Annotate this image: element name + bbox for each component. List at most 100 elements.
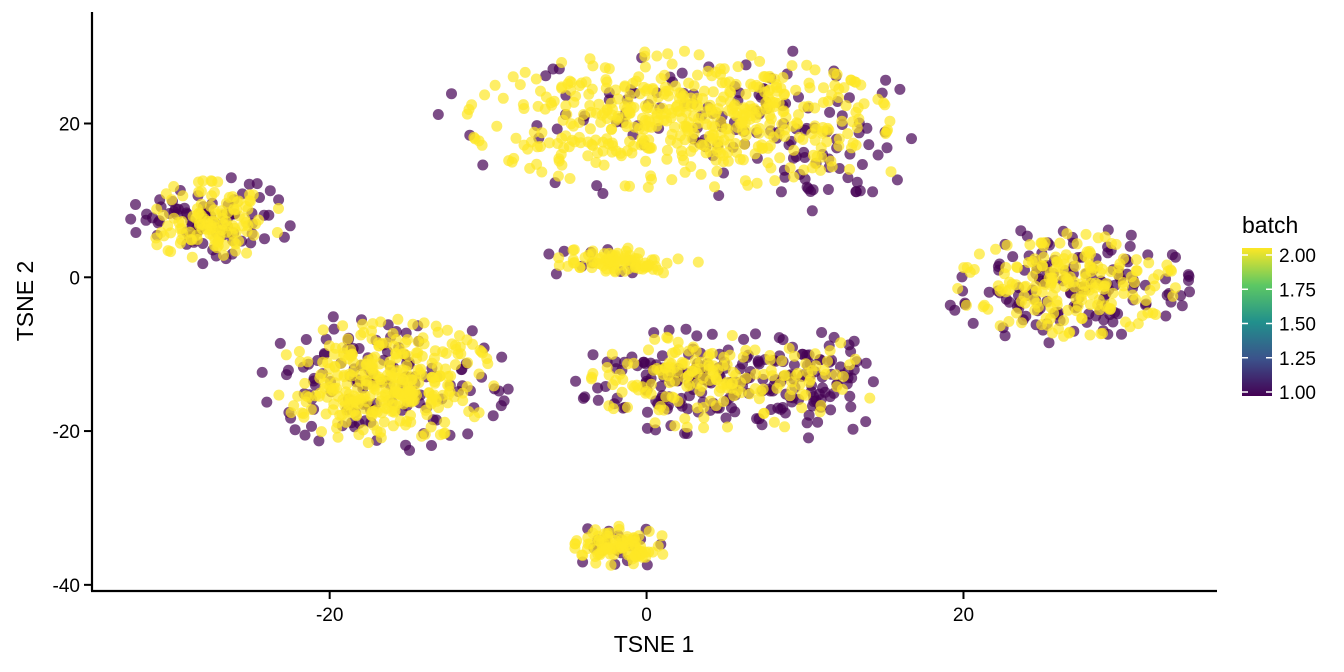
point-batch-2: [818, 82, 829, 94]
point-batch-2: [666, 128, 678, 140]
point-batch-2: [698, 422, 710, 434]
point-batch-2: [619, 80, 631, 92]
point-batch-2: [794, 379, 806, 391]
point-batch-2: [754, 55, 766, 67]
point-batch-2: [836, 115, 848, 127]
point-batch-2: [302, 356, 314, 368]
point-batch-2: [1149, 280, 1161, 292]
point-batch-2: [740, 88, 752, 100]
point-batch-2: [247, 189, 259, 201]
point-batch-2: [574, 80, 586, 92]
point-batch-2: [389, 405, 401, 417]
point-batch-1: [1098, 314, 1110, 326]
point-batch-2: [565, 118, 577, 130]
point-batch-2: [777, 72, 789, 83]
point-batch-1: [775, 186, 787, 198]
point-batch-2: [732, 61, 744, 73]
point-batch-2: [612, 110, 624, 122]
point-batch-2: [1062, 304, 1074, 316]
point-batch-2: [1048, 307, 1060, 319]
point-batch-2: [752, 141, 764, 153]
point-batch-2: [514, 79, 526, 91]
point-batch-2: [568, 244, 580, 256]
point-batch-2: [241, 247, 253, 259]
point-batch-2: [629, 550, 641, 562]
point-batch-2: [692, 69, 703, 81]
point-batch-2: [754, 123, 766, 134]
point-batch-1: [880, 74, 892, 86]
point-batch-2: [231, 204, 243, 215]
point-batch-2: [643, 525, 655, 537]
point-batch-1: [264, 185, 276, 197]
point-batch-2: [342, 333, 354, 345]
point-batch-2: [324, 381, 336, 393]
point-batch-2: [1104, 304, 1116, 315]
point-batch-2: [553, 155, 565, 167]
point-batch-2: [757, 383, 769, 395]
point-batch-2: [381, 382, 393, 394]
point-batch-1: [787, 45, 799, 57]
point-batch-2: [357, 318, 369, 330]
point-batch-2: [655, 108, 667, 120]
point-batch-2: [417, 332, 429, 344]
point-batch-2: [531, 158, 543, 170]
point-batch-2: [691, 402, 703, 414]
point-batch-2: [344, 368, 355, 380]
point-batch-2: [844, 163, 855, 175]
point-batch-2: [206, 176, 218, 187]
point-batch-2: [847, 116, 859, 128]
point-batch-2: [774, 378, 786, 390]
point-batch-2: [1028, 293, 1040, 305]
point-batch-1: [639, 358, 651, 370]
point-batch-1: [496, 351, 508, 363]
point-batch-2: [693, 49, 705, 61]
point-batch-2: [383, 359, 395, 371]
point-batch-2: [789, 350, 800, 362]
point-batch-2: [331, 422, 343, 434]
point-batch-2: [1057, 263, 1069, 275]
point-batch-2: [320, 408, 332, 420]
point-batch-2: [809, 348, 821, 360]
point-batch-2: [709, 181, 720, 193]
point-batch-2: [778, 89, 790, 101]
point-batch-1: [1183, 275, 1194, 286]
point-batch-2: [642, 83, 653, 95]
point-batch-1: [691, 330, 703, 342]
point-batch-2: [230, 238, 242, 250]
point-batch-2: [734, 153, 746, 165]
point-batch-1: [682, 403, 694, 415]
point-batch-2: [1001, 239, 1013, 251]
point-batch-1: [801, 181, 813, 193]
point-batch-2: [517, 99, 529, 111]
point-batch-2: [740, 344, 752, 356]
point-batch-2: [1126, 271, 1137, 283]
point-batch-2: [683, 116, 695, 128]
point-batch-2: [340, 416, 352, 428]
point-batch-2: [361, 358, 373, 370]
point-batch-2: [885, 166, 897, 178]
point-batch-2: [434, 429, 446, 441]
point-batch-1: [462, 428, 474, 440]
point-batch-2: [764, 350, 776, 361]
point-batch-2: [662, 48, 674, 60]
point-batch-2: [619, 252, 631, 264]
point-batch-2: [300, 390, 312, 402]
point-batch-1: [597, 188, 609, 199]
point-batch-1: [824, 106, 836, 118]
point-batch-2: [994, 320, 1006, 332]
point-batch-2: [428, 352, 440, 364]
point-batch-2: [157, 209, 169, 221]
point-batch-2: [415, 363, 427, 375]
point-batch-2: [362, 437, 374, 449]
point-batch-2: [519, 66, 531, 78]
point-batch-1: [655, 380, 667, 392]
point-batch-2: [1150, 309, 1162, 320]
point-batch-2: [815, 142, 827, 154]
point-batch-2: [418, 317, 430, 329]
point-batch-2: [168, 212, 180, 224]
y-tick-label: 20: [59, 114, 80, 135]
y-axis-ticks: -40 -20 0 20: [53, 114, 92, 597]
point-batch-1: [1170, 251, 1181, 263]
point-batch-1: [498, 395, 510, 407]
